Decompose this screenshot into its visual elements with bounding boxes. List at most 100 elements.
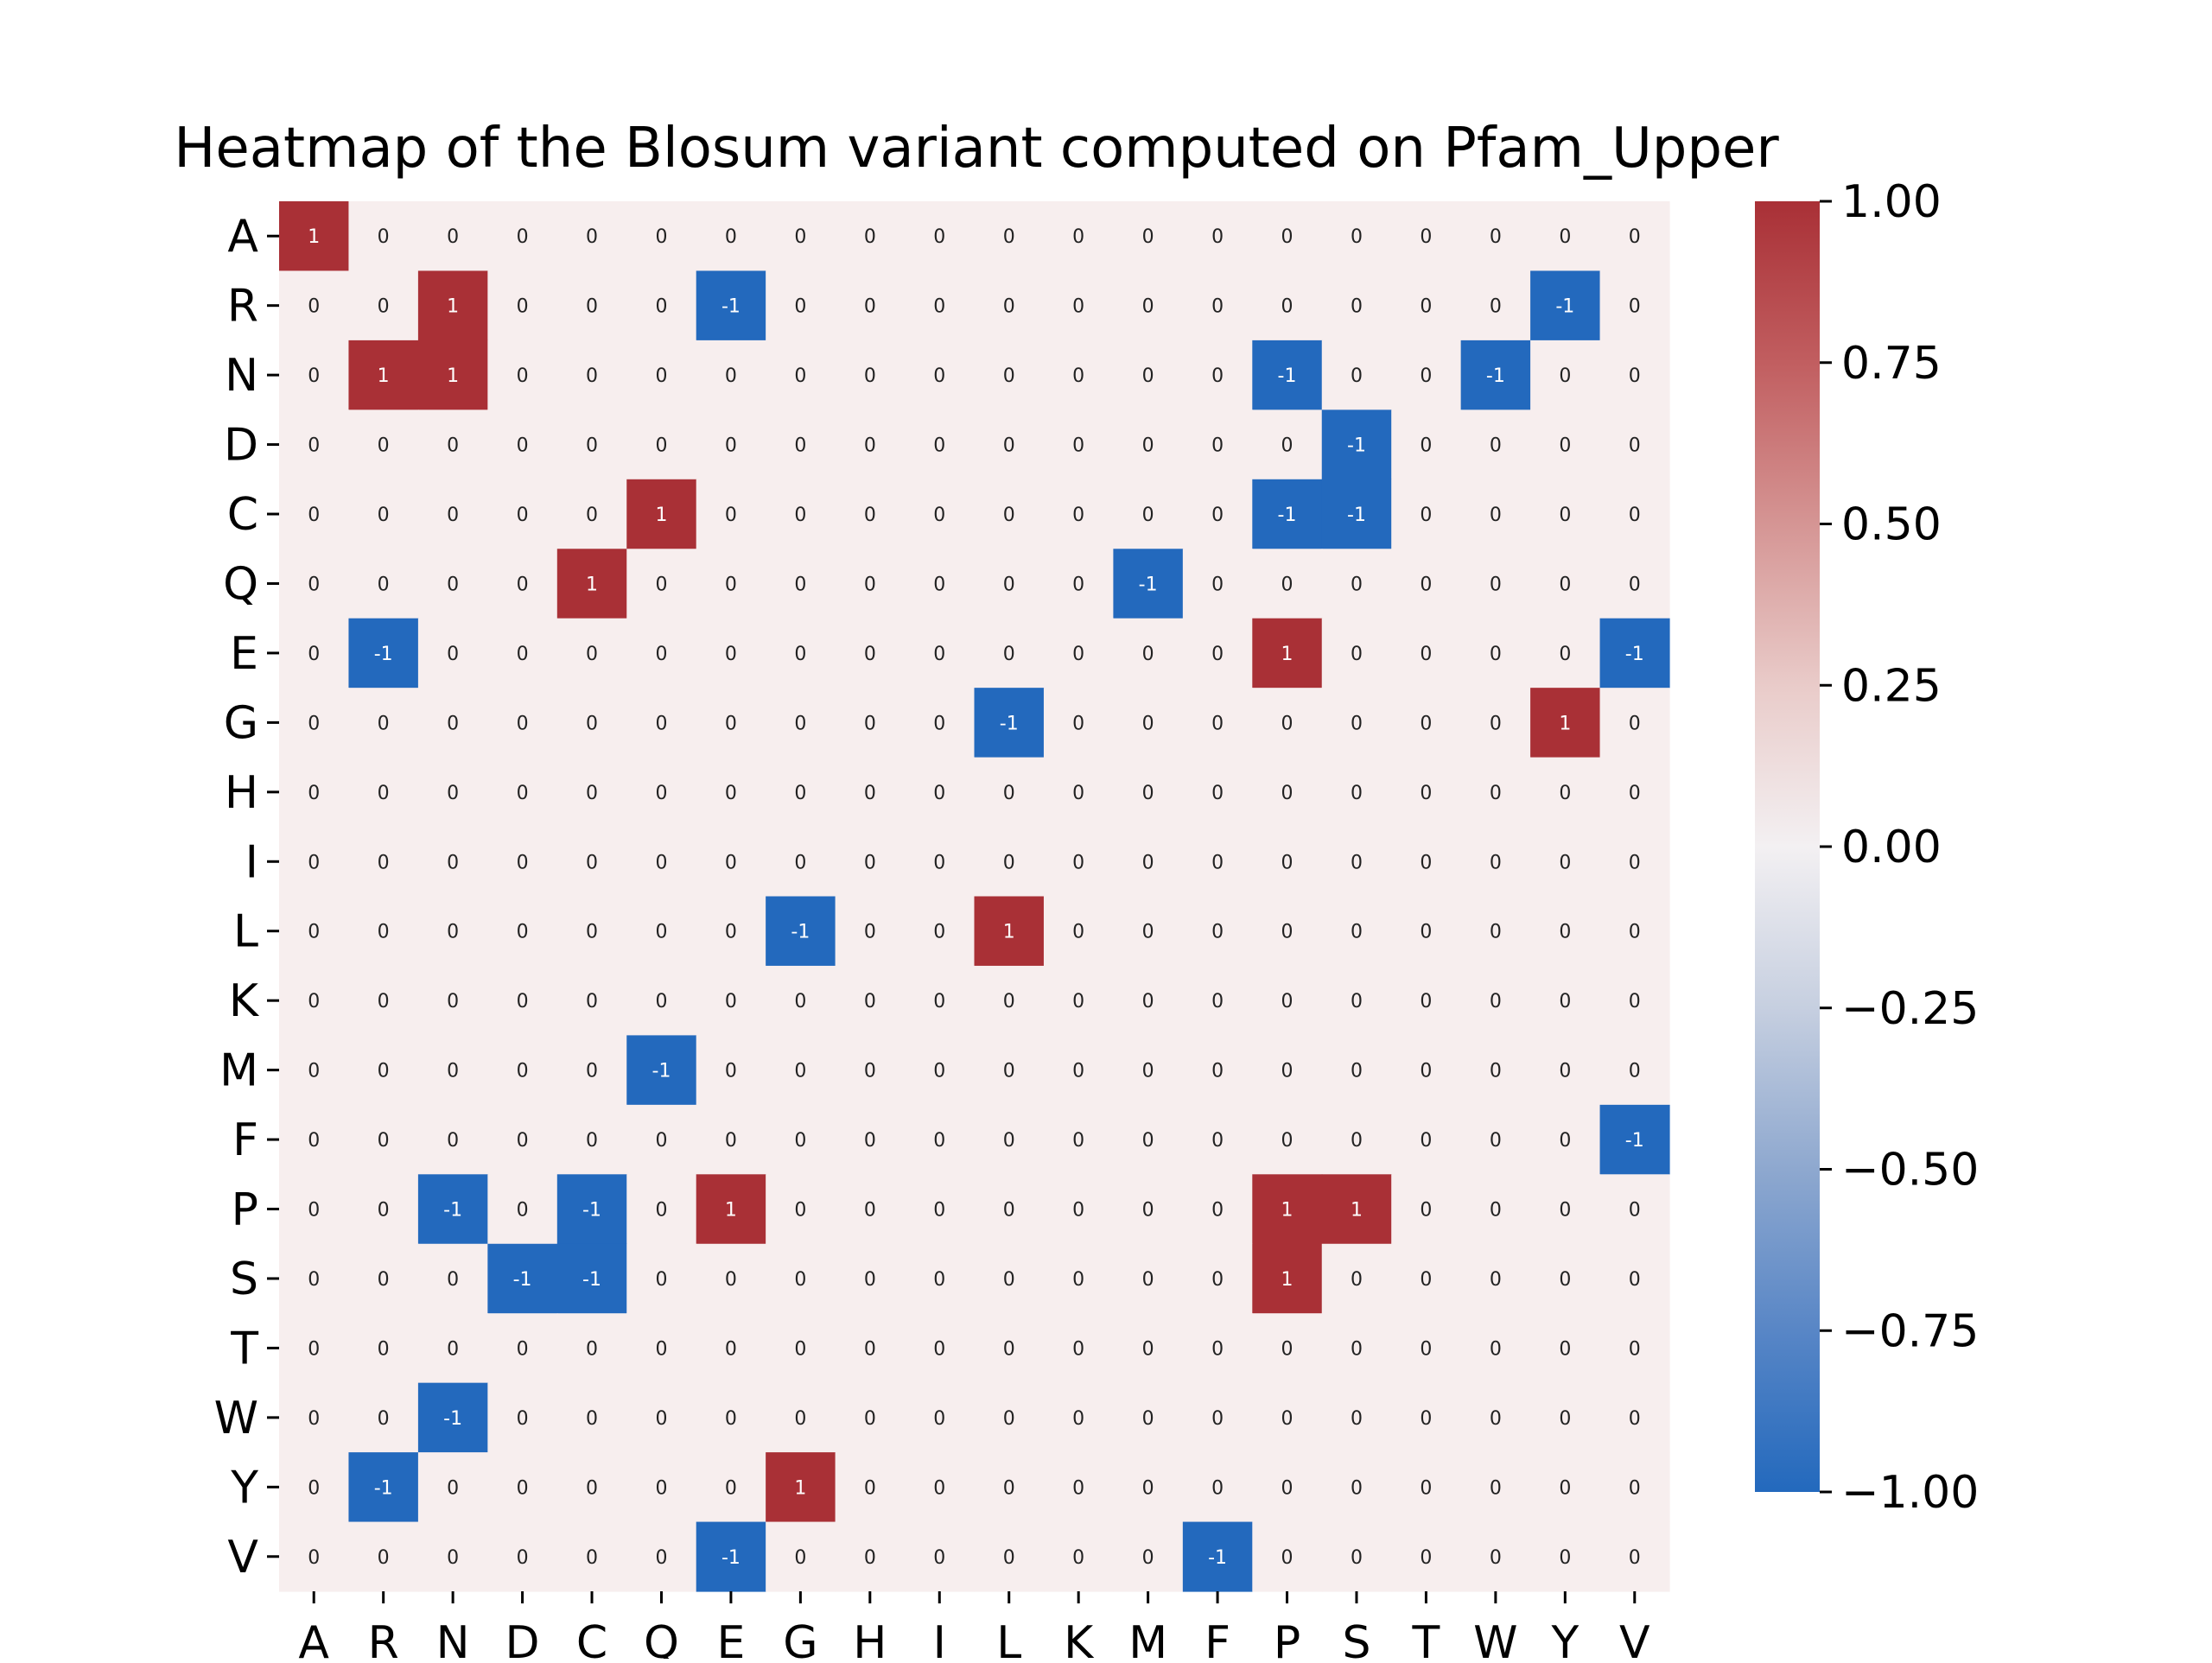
heatmap-cell (1599, 340, 1670, 410)
heatmap-cell (1182, 1313, 1253, 1384)
cell-value-label: 0 (1003, 783, 1015, 804)
cell-value-label: 0 (1281, 1130, 1294, 1152)
heatmap-cell (279, 201, 350, 272)
cell-value-label: 0 (1211, 435, 1224, 457)
cell-value-label: 0 (655, 1200, 667, 1222)
heatmap-cell (766, 549, 836, 619)
heatmap-cell (696, 688, 766, 759)
heatmap-cell (556, 1521, 627, 1592)
cell-value-label: 0 (1142, 505, 1154, 526)
heatmap-cell (279, 1452, 350, 1523)
heatmap-cell (1252, 1035, 1323, 1106)
cell-value-label: 0 (725, 644, 737, 665)
cell-value-label: 0 (1351, 644, 1363, 665)
cell-value-label: -1 (652, 1061, 671, 1082)
cell-value-label: 0 (1281, 852, 1294, 873)
heatmap-cell (974, 1452, 1045, 1523)
cell-value-label: 0 (1072, 1338, 1084, 1360)
heatmap-cell (1460, 409, 1531, 480)
heatmap-cell (1043, 688, 1114, 759)
heatmap-cells: 1 0 0 0 0 0 0 0 0 0 0 0 0 0 0 0 0 0 0 0 0 0 1 0 0 0 -1 0 0 0 0 0 0 0 0 0 0 0 -… (279, 201, 1670, 1592)
heatmap-cell (1460, 549, 1531, 619)
y-tick-label: F (232, 1114, 258, 1166)
heatmap-cell (1599, 688, 1670, 759)
heatmap-cell (1530, 827, 1601, 898)
cell-value-label: 0 (1281, 922, 1294, 943)
cell-value-label: 0 (933, 365, 945, 387)
cell-value-label: 0 (1420, 1547, 1432, 1569)
cell-value-label: 0 (1142, 1130, 1154, 1152)
cell-value-label: 0 (864, 1547, 876, 1569)
cell-value-label: 0 (378, 1269, 390, 1291)
cell-value-label: 0 (1142, 435, 1154, 457)
heatmap-cell (905, 270, 976, 341)
cell-value-label: 0 (725, 1477, 737, 1499)
cell-value-label: 1 (655, 505, 667, 526)
cell-value-label: 0 (1490, 435, 1502, 457)
cell-value-label: 0 (1003, 991, 1015, 1012)
cell-value-label: 0 (794, 505, 806, 526)
heatmap-cell (696, 409, 766, 480)
cell-value-label: 0 (517, 783, 529, 804)
cell-value-label: 0 (1281, 1061, 1294, 1082)
heatmap-cell (1530, 479, 1601, 549)
cell-value-label: 0 (517, 1408, 529, 1430)
heatmap-cell (348, 479, 419, 549)
cell-value-label: 0 (517, 922, 529, 943)
cell-value-label: 0 (794, 1408, 806, 1430)
cell-value-label: 0 (864, 1477, 876, 1499)
cell-value-label: 0 (447, 713, 459, 734)
heatmap-cell (696, 827, 766, 898)
heatmap-cell (974, 896, 1045, 967)
heatmap-cell (1113, 479, 1184, 549)
cell-value-label: 0 (1211, 574, 1224, 595)
heatmap-cell (626, 1174, 697, 1245)
cell-value-label: 0 (1420, 1269, 1432, 1291)
heatmap-cell (1043, 1104, 1114, 1175)
heatmap-cell (1391, 1521, 1462, 1592)
heatmap-cell (1252, 1104, 1323, 1175)
heatmap-cell (1321, 201, 1392, 272)
cell-value-label: 0 (1211, 1269, 1224, 1291)
cell-value-label: 0 (308, 1408, 320, 1430)
heatmap-cell (1321, 1104, 1392, 1175)
y-tick-label: Q (223, 558, 258, 610)
cell-value-label: 1 (1281, 644, 1294, 665)
cell-value-label: 0 (1003, 574, 1015, 595)
cell-value-label: 0 (1490, 296, 1502, 318)
cell-value-label: 0 (1211, 226, 1224, 248)
cell-value-label: 0 (655, 365, 667, 387)
heatmap-cell (1321, 827, 1392, 898)
cell-value-label: 0 (933, 296, 945, 318)
cell-value-label: 0 (517, 365, 529, 387)
heatmap-cell (626, 896, 697, 967)
cell-value-label: 0 (933, 1547, 945, 1569)
cell-value-label: 0 (933, 783, 945, 804)
y-tick-label: S (230, 1254, 258, 1305)
cell-value-label: 0 (517, 1477, 529, 1499)
heatmap-cell (1113, 1313, 1184, 1384)
heatmap-cell (905, 827, 976, 898)
heatmap-cell (1043, 340, 1114, 410)
heatmap-cell (1321, 896, 1392, 967)
y-tick-label: E (230, 628, 258, 680)
cell-value-label: 0 (1142, 1338, 1154, 1360)
cell-value-label: 0 (1351, 991, 1363, 1012)
cell-value-label: 0 (794, 991, 806, 1012)
cell-value-label: 0 (1072, 1200, 1084, 1222)
cell-value-label: 0 (586, 226, 598, 248)
heatmap-cell (556, 1035, 627, 1106)
heatmap-cell (766, 1452, 836, 1523)
heatmap-cell (1460, 1104, 1531, 1175)
cell-value-label: 0 (1211, 1477, 1224, 1499)
cell-value-label: 0 (517, 296, 529, 318)
heatmap-cell (556, 688, 627, 759)
heatmap-cell (417, 340, 488, 410)
heatmap-cell (1460, 479, 1531, 549)
heatmap-cell (905, 618, 976, 689)
heatmap-cell (348, 409, 419, 480)
heatmap-cell (1391, 965, 1462, 1036)
x-tick-label: R (368, 1617, 399, 1659)
heatmap-cell (1391, 1382, 1462, 1453)
